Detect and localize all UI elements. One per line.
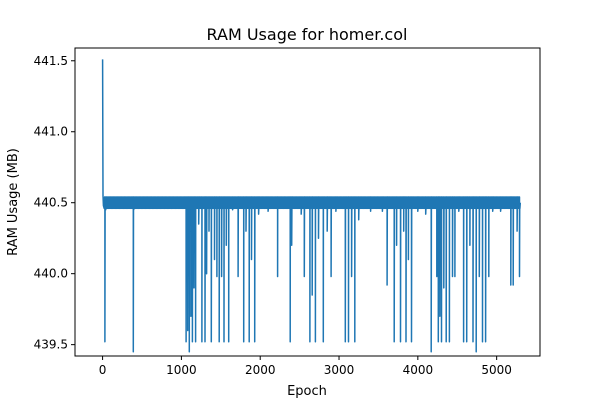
axes-frame [74,47,541,357]
y-tick-label: 440.0 [34,267,68,281]
x-tick-label: 1000 [166,363,197,377]
chart-title: RAM Usage for homer.col [207,25,408,44]
x-tick-label: 2000 [245,363,276,377]
y-tick-label: 440.5 [34,196,68,210]
x-tick-label: 4000 [403,363,434,377]
y-axis-ticks: 439.5 440.0 440.5 441.0 441.5 [34,54,75,352]
y-tick-label: 441.5 [34,54,68,68]
ram-usage-series-line [101,59,522,353]
x-axis-label: Epoch [287,384,327,399]
plot-area [101,59,522,353]
y-axis-label: RAM Usage (MB) [6,148,21,256]
y-tick-label: 439.5 [34,338,68,352]
x-tick-label: 3000 [324,363,355,377]
x-tick-label: 5000 [481,363,512,377]
x-axis-ticks: 0 1000 2000 3000 4000 5000 [99,356,512,377]
y-tick-label: 441.0 [34,125,68,139]
x-tick-label: 0 [99,363,107,377]
